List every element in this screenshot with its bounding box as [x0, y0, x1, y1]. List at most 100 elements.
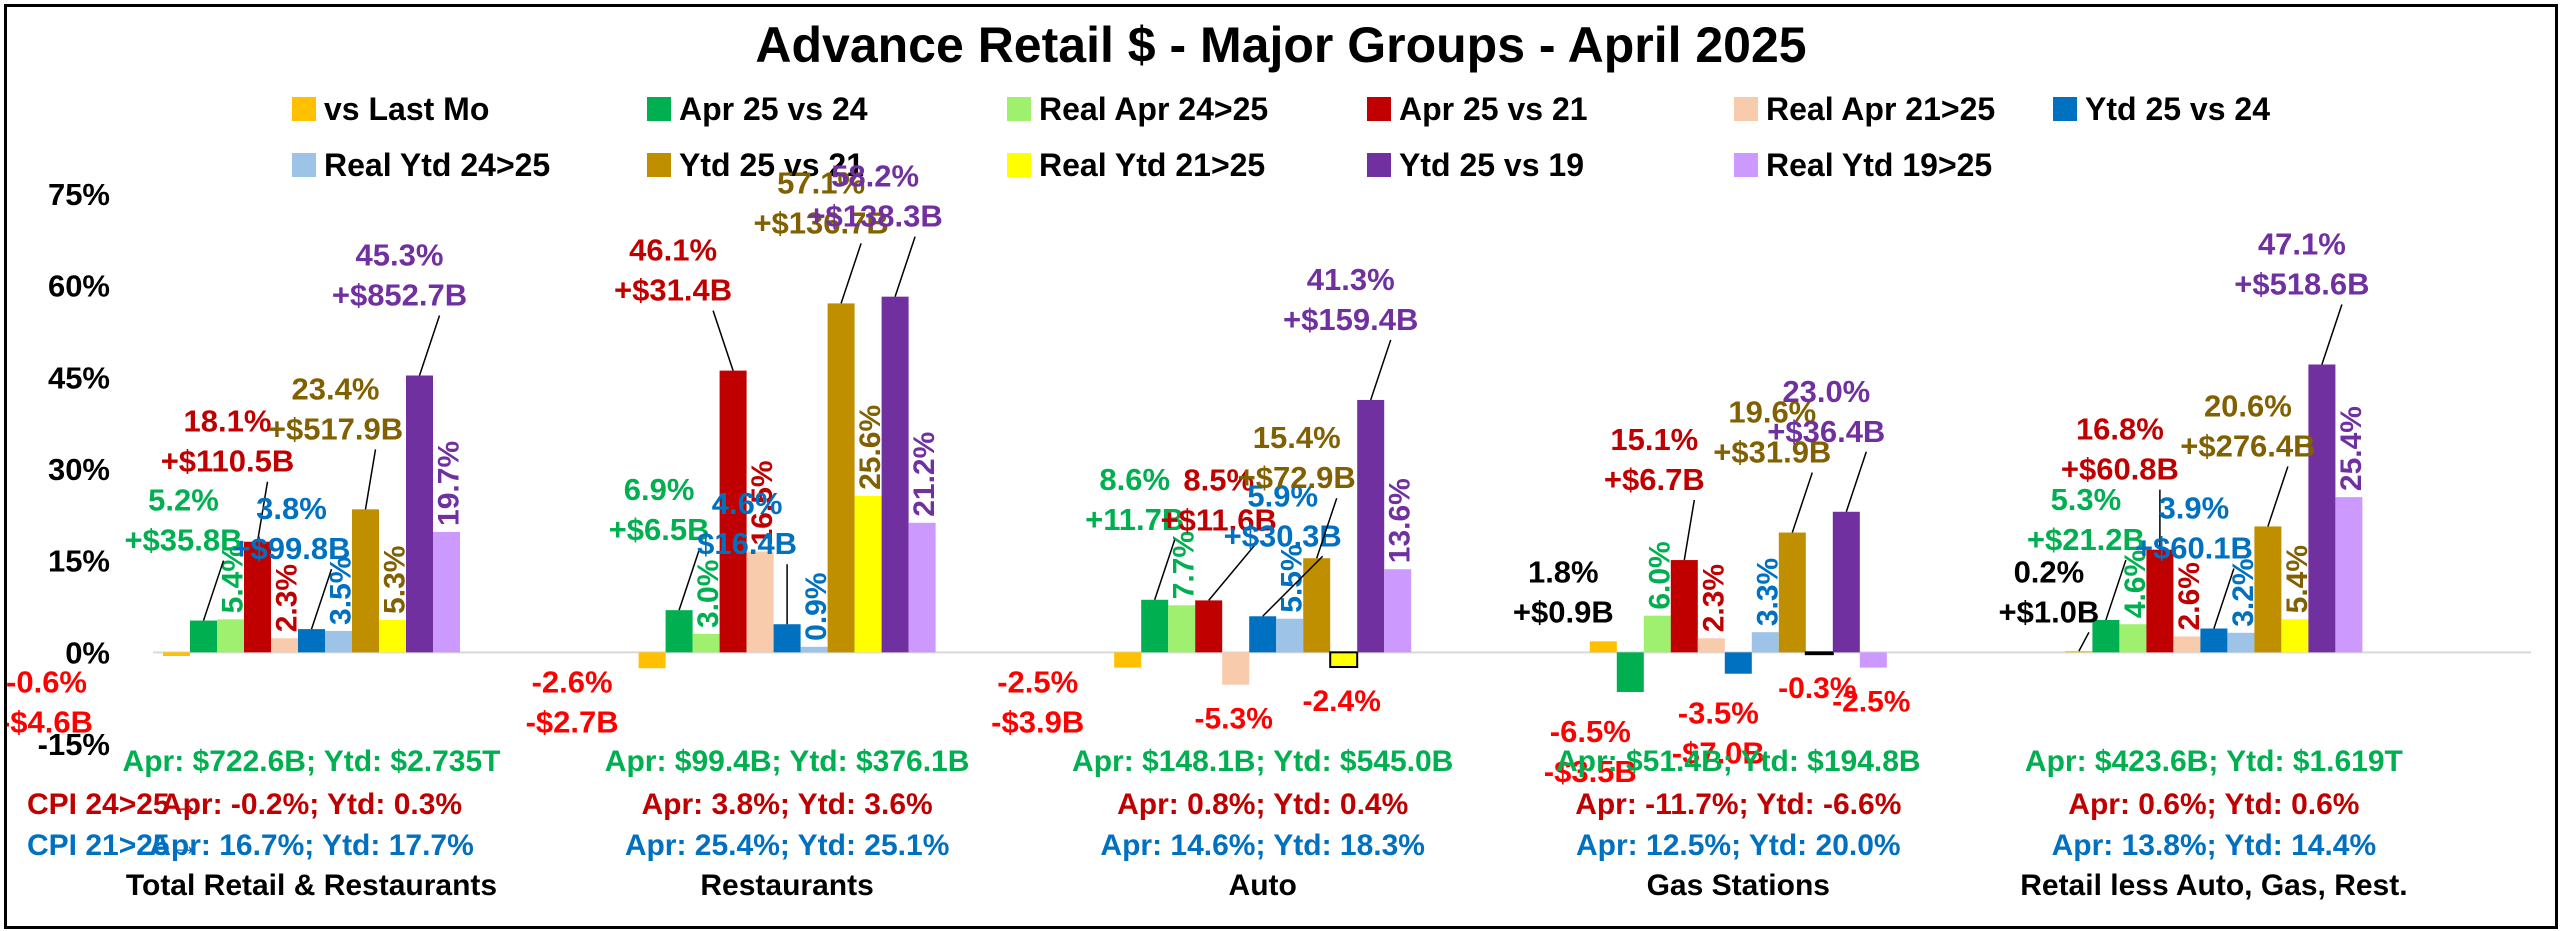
legend-swatch: [647, 153, 671, 177]
callout-amount: +11.7B: [1085, 502, 1184, 537]
callout-amount: +$1.0B: [1998, 594, 2099, 629]
callout-leader: [1683, 499, 1696, 561]
callout-amount: +$99.8B: [232, 531, 350, 566]
legend-swatch: [292, 153, 316, 177]
bar-value-label: 19.7%: [433, 441, 466, 526]
callout-value: 23.4%: [292, 371, 380, 406]
callout-value: 46.1%: [629, 233, 717, 268]
callout-leader: [1315, 497, 1338, 559]
bar: [1384, 569, 1412, 653]
callout-leader: [1153, 539, 1176, 601]
bar: [271, 638, 298, 653]
group-cpi-24-25: Apr: -0.2%; Ytd: 0.3%: [161, 788, 462, 821]
callout-leader: [2105, 559, 2127, 621]
legend-swatch: [1734, 153, 1758, 177]
bar: [1222, 652, 1250, 685]
bar: [379, 619, 406, 653]
bar: [854, 495, 882, 653]
callout-leader: [2267, 466, 2289, 527]
legend-label: Real Apr 21>25: [1766, 91, 1995, 127]
group-totals: Apr: $423.6B; Ytd: $1.619T: [2025, 745, 2403, 778]
callout-amount: +$852.7B: [332, 278, 467, 313]
callout-amount: +$6.5B: [609, 512, 710, 547]
bar-value-label: 5.5%: [1276, 544, 1309, 612]
y-tick-label: 30%: [48, 452, 110, 487]
bar-value-label: 16.5%: [746, 460, 779, 545]
bar-value-label: 2.3%: [1697, 564, 1730, 632]
bar-value-label: 13.6%: [1384, 478, 1417, 563]
bar: [325, 630, 352, 653]
callout-leader: [840, 243, 862, 304]
callout-leader: [894, 236, 916, 297]
bar: [638, 652, 666, 669]
legend-label: Apr 25 vs 24: [679, 91, 868, 127]
callout-value: 20.6%: [2204, 388, 2292, 423]
legend-swatch: [647, 97, 671, 121]
callout-amount: +$60.8B: [2061, 452, 2179, 487]
legend-label: Ytd 25 vs 21: [679, 147, 864, 183]
bar: [1751, 632, 1779, 653]
annotations-layer: 5.4% 2.3% 3.5% 5.3% 19.7% 3.0% 16.5% 0.9% 25.6% 2…: [7, 159, 2370, 789]
bar-value-label: 2.6%: [2173, 562, 2206, 630]
group-totals: Apr: $148.1B; Ytd: $545.0B: [1072, 745, 1453, 778]
callout-value: 0.2%: [2014, 554, 2085, 589]
bar: [1329, 651, 1359, 668]
legend-label: Ytd 25 vs 19: [1399, 147, 1584, 183]
bar: [298, 629, 325, 653]
bar-value-label: -2.5%: [1832, 686, 1910, 719]
bar-value-label: -5.3%: [1195, 703, 1273, 736]
callout-value: -3.5%: [1678, 696, 1759, 731]
group-cpi-24-25: Apr: -11.7%; Ytd: -6.6%: [1575, 788, 1901, 821]
bar: [433, 531, 460, 653]
bar: [2308, 364, 2336, 653]
legend-swatch: [292, 97, 316, 121]
bar: [244, 541, 271, 653]
legend-swatch: [1734, 97, 1758, 121]
callout-value: 47.1%: [2258, 227, 2346, 262]
group-cpi-21-25: Apr: 25.4%; Ytd: 25.1%: [625, 829, 950, 862]
y-tick-label: 75%: [48, 177, 110, 212]
bar: [352, 509, 379, 653]
callout-leader: [712, 310, 734, 371]
legend-label: Real Ytd 19>25: [1766, 147, 1992, 183]
callout-amount: +$276.4B: [2180, 428, 2315, 463]
bar: [1276, 618, 1304, 653]
callout-value: 8.5%: [1183, 462, 1254, 497]
chart-title: Advance Retail $ - Major Groups - April …: [755, 17, 1806, 73]
legend-label: Ytd 25 vs 24: [2085, 91, 2270, 127]
bar-value-label: 3.0%: [692, 560, 725, 628]
bar: [773, 624, 801, 653]
callout-amount: -$4.6B: [7, 704, 93, 739]
group-cpi-24-25: Apr: 0.8%; Ytd: 0.4%: [1117, 788, 1408, 821]
callout-leader: [2213, 568, 2235, 629]
bar: [908, 522, 936, 653]
group-totals: Apr: $51.4B; Ytd: $194.8B: [1556, 745, 1921, 778]
legend-swatch: [1367, 153, 1391, 177]
callout-value: 23.0%: [1782, 374, 1870, 409]
callout-amount: +$159.4B: [1283, 302, 1418, 337]
legend-label: Real Ytd 24>25: [324, 147, 550, 183]
bar: [2173, 636, 2201, 653]
group-footer: Apr: $722.6B; Ytd: $2.735T Apr: -0.2%; Yt…: [27, 745, 2408, 902]
bar: [1804, 651, 1834, 656]
callout-value: 3.8%: [256, 491, 327, 526]
legend-swatch: [1367, 97, 1391, 121]
callout-value: 6.9%: [624, 472, 695, 507]
bar: [2119, 624, 2147, 653]
callout-amount: +$0.9B: [1513, 594, 1614, 629]
callout-value: 16.8%: [2076, 412, 2164, 447]
callout-amount: +$517.9B: [268, 411, 403, 446]
bar: [1114, 652, 1142, 668]
bar: [1168, 605, 1196, 653]
callout-amount: -$2.7B: [526, 704, 619, 739]
bar-value-label: 5.4%: [217, 545, 250, 613]
callout-amount: +$138.3B: [807, 199, 942, 234]
bar-value-label: 5.3%: [379, 546, 412, 614]
callout-amount: $16.4B: [697, 526, 797, 561]
y-tick-label: 0%: [65, 635, 110, 670]
bar: [2146, 549, 2174, 653]
bar: [1195, 600, 1223, 653]
callout-leader: [364, 449, 377, 510]
bars-layer: [163, 296, 2363, 693]
legend-label: Real Ytd 21>25: [1039, 147, 1265, 183]
